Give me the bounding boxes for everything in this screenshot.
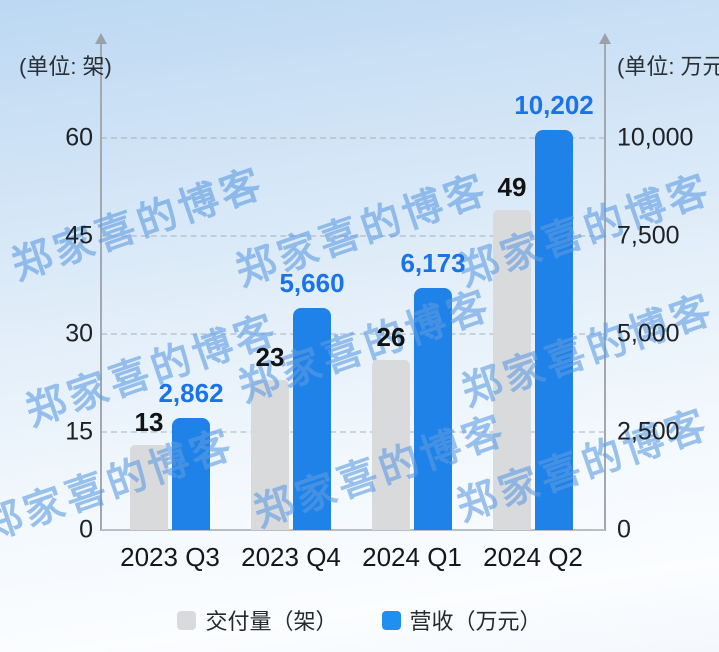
delivery-swatch-icon (177, 610, 197, 630)
right-tick-label: 10,000 (617, 123, 694, 152)
x-axis-category-label: 2024 Q1 (362, 542, 462, 572)
gridline (101, 137, 605, 139)
x-axis-category-label: 2024 Q2 (483, 542, 583, 572)
watermark-text: 郑家喜的博客 (6, 161, 271, 289)
gridline (101, 235, 605, 237)
delivery-bar (372, 360, 410, 530)
legend-item-delivery: 交付量（架） (177, 604, 338, 636)
revenue-value-label: 6,173 (400, 248, 466, 279)
right-tick-label: 7,500 (617, 221, 680, 250)
left-axis-arrow-icon (95, 33, 107, 44)
revenue-value-label: 5,660 (279, 268, 345, 299)
right-tick-label: 5,000 (617, 319, 680, 348)
revenue-bar (414, 288, 452, 530)
left-tick-label: 0 (79, 515, 93, 544)
delivery-bar (493, 209, 531, 530)
revenue-bar (535, 130, 573, 530)
x-axis-category-label: 2023 Q3 (120, 542, 220, 572)
x-axis-line (101, 529, 605, 531)
revenue-bar (172, 417, 210, 530)
delivery-value-label: 26 (376, 322, 406, 353)
left-tick-label: 15 (65, 417, 93, 446)
right-tick-label: 0 (617, 515, 631, 544)
left-axis-line (100, 44, 102, 531)
legend-label: 交付量（架） (205, 609, 338, 634)
revenue-bar (293, 308, 331, 530)
revenue-value-label: 2,862 (158, 377, 224, 408)
delivery-value-label: 13 (134, 407, 164, 438)
right-axis-unit-label: (单位: 万元) (617, 54, 719, 79)
left-tick-label: 30 (65, 319, 93, 348)
gridline (101, 333, 605, 335)
delivery-bar (130, 445, 168, 530)
chart-legend: 交付量（架） 营收（万元） (0, 604, 719, 636)
left-axis-unit-label: (单位: 架) (19, 54, 112, 79)
legend-label: 营收（万元） (409, 609, 542, 634)
revenue-value-label: 10,202 (514, 90, 594, 121)
delivery-value-label: 23 (255, 341, 285, 372)
right-tick-label: 2,500 (617, 417, 680, 446)
watermark-text: 郑家喜的博客 (451, 402, 716, 530)
legend-item-revenue: 营收（万元） (381, 604, 542, 636)
left-tick-label: 45 (65, 221, 93, 250)
revenue-swatch-icon (381, 610, 401, 630)
left-tick-label: 60 (65, 123, 93, 152)
delivery-value-label: 49 (497, 171, 527, 202)
gridline (101, 431, 605, 433)
right-axis-line (604, 44, 606, 531)
right-axis-arrow-icon (599, 33, 611, 44)
x-axis-category-label: 2023 Q4 (241, 542, 341, 572)
delivery-bar (251, 379, 289, 530)
